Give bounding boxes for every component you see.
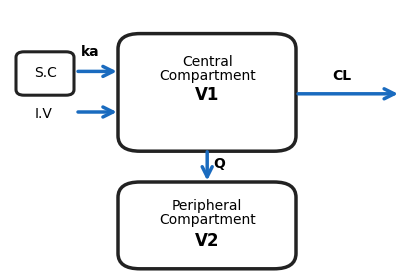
Text: Compartment: Compartment [159, 69, 256, 83]
Text: ka: ka [81, 45, 99, 59]
Text: CL: CL [332, 69, 352, 83]
FancyBboxPatch shape [118, 34, 296, 151]
FancyBboxPatch shape [16, 52, 74, 95]
FancyBboxPatch shape [118, 182, 296, 269]
Text: S.C: S.C [34, 66, 57, 80]
Text: Compartment: Compartment [159, 213, 256, 227]
Text: V2: V2 [195, 232, 220, 250]
Text: Peripheral: Peripheral [172, 199, 242, 213]
Text: I.V: I.V [34, 107, 52, 121]
Text: Central: Central [182, 55, 232, 69]
Text: V1: V1 [195, 86, 219, 104]
Text: Q: Q [213, 157, 225, 171]
